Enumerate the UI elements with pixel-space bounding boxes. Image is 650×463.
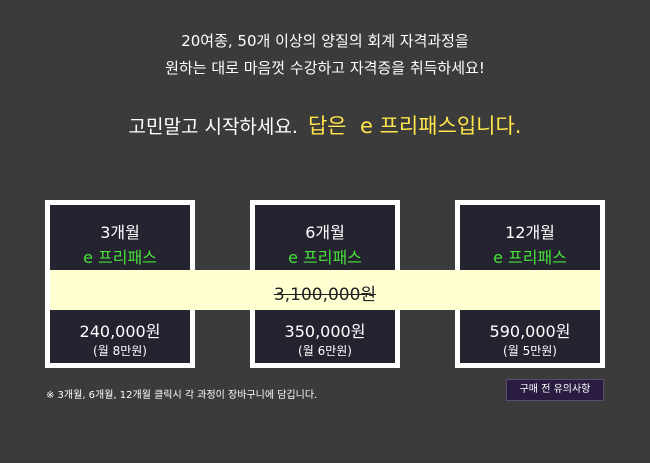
plan-price: 350,000원 — [284, 322, 366, 341]
plan-period: 12개월 — [505, 223, 555, 242]
plan-monthly-price: (월 6만원) — [298, 344, 352, 358]
intro-line-1: 20여종, 50개 이상의 양질의 회계 자격과정을 — [181, 32, 469, 50]
plan-monthly-price: (월 5만원) — [503, 344, 557, 358]
purchase-notice-button[interactable]: 구매 전 유의사항 — [506, 379, 604, 401]
plan-name: e 프리패스 — [493, 248, 567, 267]
plan-name: e 프리패스 — [83, 248, 157, 267]
plan-monthly-price: (월 8만원) — [93, 344, 147, 358]
plan-name: e 프리패스 — [288, 248, 362, 267]
original-price: 3,100,000원 — [273, 285, 377, 305]
plan-period: 3개월 — [100, 223, 140, 242]
intro-text: 20여종, 50개 이상의 양질의 회계 자격과정을 원하는 대로 마음껏 수강… — [0, 28, 650, 82]
original-price-band: 3,100,000원 — [50, 270, 600, 310]
plan-period: 6개월 — [305, 223, 345, 242]
plan-price: 590,000원 — [489, 322, 571, 341]
plan-price: 240,000원 — [79, 322, 161, 341]
intro-line-2: 원하는 대로 마음껏 수강하고 자격증을 취득하세요! — [165, 59, 485, 77]
headline: 고민말고 시작하세요. 답은 e 프리패스입니다. — [0, 110, 650, 140]
headline-accent: 답은 e 프리패스입니다. — [307, 114, 522, 138]
headline-text: 고민말고 시작하세요. — [128, 116, 298, 138]
footnote: ※ 3개월, 6개월, 12개월 클릭시 각 과정이 장바구니에 담깁니다. — [46, 390, 318, 401]
